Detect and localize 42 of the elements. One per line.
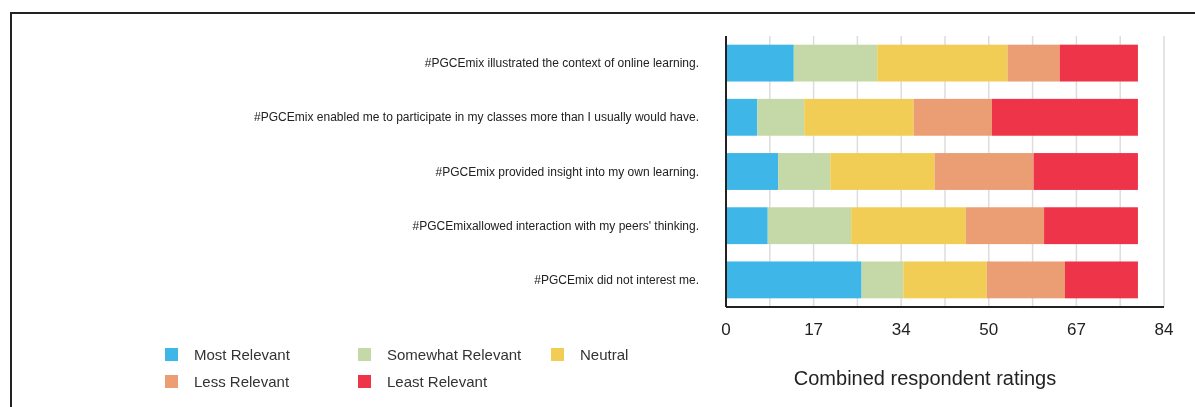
x-tick-label: 0: [721, 320, 731, 339]
legend-label: Neutral: [580, 346, 629, 363]
bar: [757, 98, 805, 136]
legend-label: Less Relevant: [194, 373, 290, 390]
bar: [726, 207, 768, 245]
bar: [726, 44, 794, 82]
bar: [903, 261, 987, 299]
bar: [726, 261, 862, 299]
legend-label: Somewhat Relevant: [387, 346, 523, 363]
bar: [934, 153, 1034, 190]
bar: [793, 44, 878, 82]
legend-label: Most Relevant: [194, 346, 291, 363]
y-tick-label: #PGCEmixallowed interaction with my peers' thinking.: [412, 218, 699, 233]
bar: [1044, 207, 1138, 245]
x-tick-label: 34: [891, 320, 911, 339]
y-tick-label: #PGCEmix provided insight into my own learning.: [435, 164, 699, 179]
bar: [726, 153, 779, 190]
y-tick-label: #PGCEmix enabled me to participate in my classes more than I usually would have.: [254, 110, 699, 125]
y-tick-label: #PGCEmix did not interest me.: [534, 272, 699, 287]
y-tick-label: #PGCEmix illustrated the context of online learning.: [424, 56, 699, 71]
x-tick-label: 50: [979, 320, 999, 339]
bar: [726, 98, 758, 136]
x-axis-title: Combined respondent ratings: [793, 367, 1057, 389]
bar: [851, 207, 966, 245]
bar: [778, 153, 831, 190]
bar: [830, 153, 935, 190]
legend-label: Least Relevant: [387, 373, 488, 390]
bar: [913, 98, 992, 136]
bar: [804, 98, 914, 136]
x-tick-label: 67: [1066, 320, 1086, 339]
bar: [986, 261, 1065, 299]
bar: [965, 207, 1045, 245]
x-tick-label: 84: [1154, 320, 1174, 339]
bar: [991, 98, 1138, 136]
bar: [1064, 261, 1138, 299]
bar: [877, 44, 1008, 82]
bar: [861, 261, 904, 299]
bar: [767, 207, 852, 245]
bar: [1059, 44, 1138, 82]
bar: [1033, 153, 1138, 190]
bar: [1007, 44, 1060, 82]
x-tick-label: 17: [804, 320, 824, 339]
